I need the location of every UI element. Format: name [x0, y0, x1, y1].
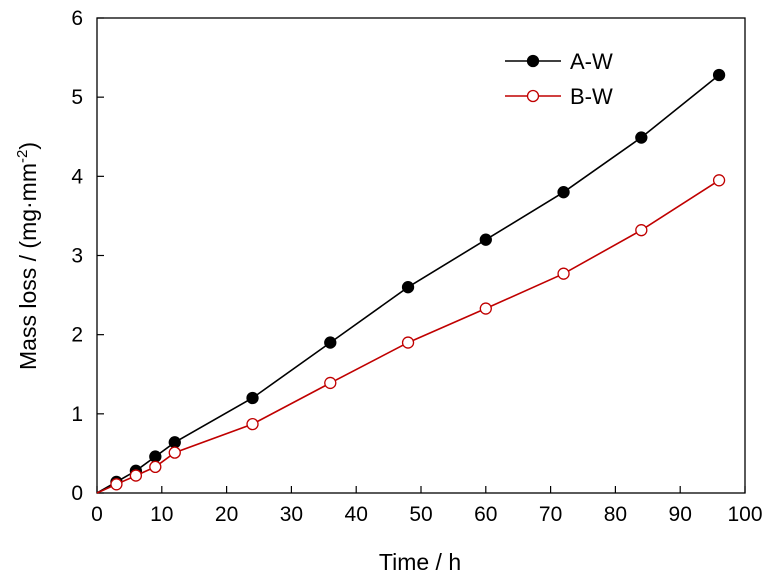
y-tick-label: 5 — [71, 86, 83, 109]
series-layer — [96, 68, 726, 494]
y-tick-label: 3 — [71, 245, 83, 268]
data-point-b-w — [129, 469, 143, 482]
data-point-b-w — [110, 478, 123, 491]
data-point-a-w — [712, 68, 726, 82]
y-tick-label: 2 — [71, 324, 83, 347]
y-tick-label: 0 — [71, 482, 83, 505]
data-point-b-w — [324, 376, 337, 390]
data-point-b-w — [712, 174, 726, 187]
x-axis-ticks: 0 10 20 30 40 50 60 70 80 90 100 — [91, 486, 763, 526]
x-tick-label: 50 — [409, 503, 432, 526]
data-point-a-w — [149, 450, 162, 463]
data-point-a-w — [168, 436, 181, 449]
legend: A-W B-W — [505, 49, 613, 109]
x-tick-label: 70 — [539, 503, 562, 526]
legend-label-a-w: A-W — [570, 49, 613, 74]
y-axis-label: Mass loss / (mg·mm-2) — [14, 142, 41, 370]
data-point-a-w — [246, 391, 259, 405]
x-tick-label: 30 — [280, 503, 303, 526]
data-point-b-w — [149, 460, 162, 474]
y-axis-label-superscript: -2 — [14, 150, 31, 163]
legend-label-b-w: B-W — [570, 84, 613, 109]
y-tick-label: 1 — [71, 403, 83, 426]
data-point-a-w — [324, 336, 337, 349]
x-tick-label: 100 — [727, 503, 762, 526]
x-axis-label: Time / h — [379, 549, 461, 575]
y-tick-label: 6 — [71, 7, 83, 30]
data-point-b-w — [479, 302, 492, 315]
data-point-b-w — [557, 267, 570, 280]
data-point-b-w — [401, 336, 415, 349]
x-tick-label: 0 — [91, 503, 103, 526]
data-point-b-w — [635, 224, 648, 237]
data-point-a-w — [635, 131, 648, 144]
y-axis-label-main: Mass loss / (mg·mm — [15, 163, 41, 370]
data-point-a-w — [479, 233, 492, 246]
data-point-a-w — [557, 186, 570, 199]
x-tick-label: 60 — [474, 503, 497, 526]
data-point-b-w — [168, 446, 181, 459]
plot-frame — [96, 17, 746, 494]
x-tick-label: 80 — [604, 503, 627, 526]
x-tick-label: 10 — [150, 503, 173, 526]
y-axis-ticks: 0 1 2 3 4 5 6 — [71, 7, 104, 505]
y-tick-label: 4 — [71, 165, 83, 188]
data-point-b-w — [246, 417, 259, 431]
x-tick-label: 20 — [215, 503, 238, 526]
data-point-a-w — [401, 281, 415, 294]
y-axis-label-tail: ) — [15, 142, 41, 150]
x-tick-label: 40 — [345, 503, 368, 526]
legend-marker-b-w — [526, 89, 540, 103]
legend-marker-a-w — [526, 54, 540, 68]
x-tick-label: 90 — [669, 503, 692, 526]
